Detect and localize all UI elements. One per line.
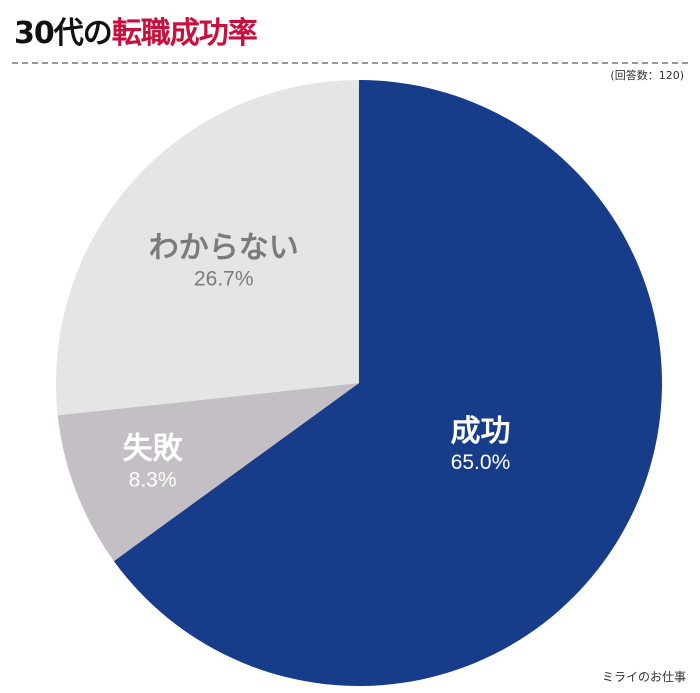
chart-title-prefix: 30代の [14, 16, 113, 51]
slice-value-1: 65.0% [451, 451, 511, 474]
respondent-count-note: (回答数：120) [610, 69, 684, 82]
pie-slice-1 [113, 80, 662, 687]
slice-label-3: わからない [149, 230, 299, 265]
slice-value-3: 26.7% [194, 267, 254, 290]
pie-slice-3 [55, 80, 359, 416]
slice-label-2: 失敗 [123, 431, 184, 466]
slice-label-1: 成功 [450, 414, 510, 449]
pie-slice-2 [57, 383, 359, 562]
chart-title: 30代の転職成功率 [14, 8, 258, 52]
chart-title-accent: 転職成功率 [111, 16, 258, 51]
slice-value-2: 8.3% [129, 468, 177, 491]
title-divider [12, 62, 688, 64]
source-credit: ミライのお仕事 [601, 670, 686, 684]
pie-slices [55, 80, 662, 687]
